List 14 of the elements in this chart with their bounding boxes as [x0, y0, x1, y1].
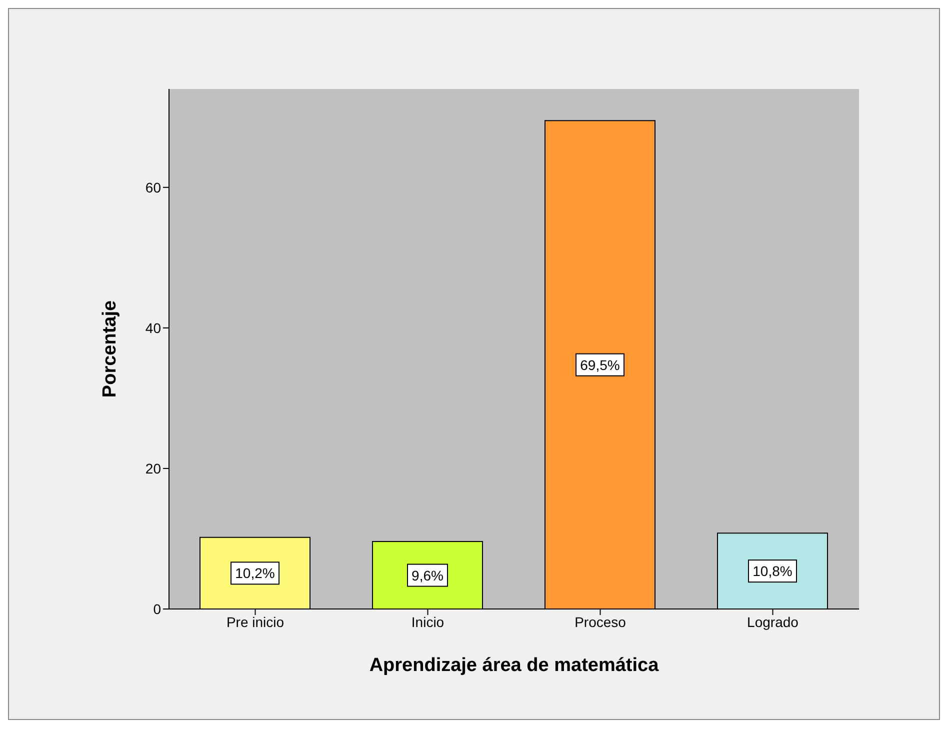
x-tick-label: Inicio [411, 614, 444, 630]
data-label: 9,6% [412, 567, 444, 584]
y-tick-label: 60 [145, 179, 162, 196]
data-label: 10,8% [752, 563, 792, 580]
x-tick-label: Pre inicio [226, 614, 284, 630]
x-tick-label: Logrado [747, 614, 799, 630]
y-tick-label: 0 [153, 600, 162, 617]
y-tick-label: 40 [145, 320, 162, 336]
y-axis-title: Porcentaje [100, 300, 121, 398]
data-label: 10,2% [235, 565, 275, 582]
data-label: 69,5% [580, 356, 620, 373]
x-tick-label: Proceso [574, 614, 626, 630]
x-axis-title: Aprendizaje área de matemática [369, 655, 660, 676]
y-tick-label: 20 [145, 460, 162, 476]
